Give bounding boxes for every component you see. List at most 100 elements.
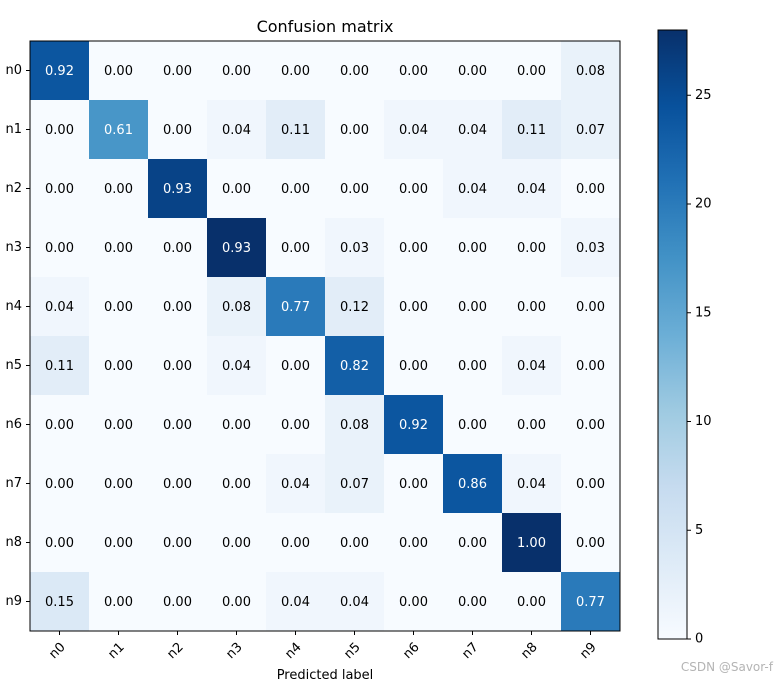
x-tick-label: n5 — [341, 640, 363, 662]
cell-value-label: 0.00 — [163, 477, 192, 492]
cell-value-label: 0.00 — [399, 595, 428, 610]
heatmap-cell — [384, 513, 444, 573]
heatmap-cell — [89, 572, 149, 632]
cell-value-label: 0.00 — [104, 418, 133, 433]
x-tick-label: n6 — [400, 640, 422, 662]
heatmap-cell — [30, 513, 90, 573]
heatmap-cell — [443, 513, 503, 573]
cell-value-label: 0.04 — [517, 359, 546, 374]
cell-value-label: 0.04 — [517, 477, 546, 492]
heatmap-cell — [384, 218, 444, 278]
cell-value-label: 0.00 — [45, 477, 74, 492]
colorbar-tick-label: 15 — [695, 305, 712, 320]
cell-value-label: 0.92 — [45, 64, 74, 79]
heatmap-cell — [561, 218, 621, 278]
cell-value-label: 0.00 — [399, 359, 428, 374]
cell-value-label: 0.04 — [45, 300, 74, 315]
cell-value-label: 0.15 — [45, 595, 74, 610]
chart-title: Confusion matrix — [257, 17, 394, 36]
heatmap-cell — [502, 41, 562, 101]
cell-value-label: 0.00 — [163, 418, 192, 433]
colorbar-tick-label: 10 — [695, 414, 712, 429]
cell-value-label: 0.00 — [222, 595, 251, 610]
heatmap-cell — [30, 395, 90, 455]
heatmap-cell — [325, 41, 385, 101]
heatmap-cell — [266, 41, 326, 101]
cell-value-label: 0.00 — [222, 536, 251, 551]
colorbar — [658, 30, 687, 639]
colorbar-tick-label: 0 — [695, 632, 703, 647]
cell-value-label: 0.00 — [458, 359, 487, 374]
heatmap-cell — [384, 100, 444, 160]
heatmap-cell — [325, 277, 385, 337]
heatmap-cell — [502, 100, 562, 160]
heatmap-cell — [443, 336, 503, 396]
x-tick-label: n7 — [459, 640, 481, 662]
cell-value-label: 0.00 — [458, 536, 487, 551]
heatmap-cell — [89, 454, 149, 514]
x-tick-label: n1 — [105, 640, 127, 662]
cell-value-label: 0.00 — [576, 359, 605, 374]
cell-value-label: 0.03 — [340, 241, 369, 256]
cell-value-label: 0.00 — [281, 241, 310, 256]
heatmap-cell — [443, 277, 503, 337]
heatmap-cell — [561, 513, 621, 573]
cell-value-label: 0.00 — [399, 182, 428, 197]
heatmap-cell — [207, 336, 267, 396]
cell-value-label: 0.07 — [576, 123, 605, 138]
heatmap-cell — [561, 277, 621, 337]
heatmap-cell — [384, 277, 444, 337]
heatmap-cell — [266, 100, 326, 160]
cell-value-label: 0.00 — [399, 64, 428, 79]
heatmap-cell — [384, 159, 444, 219]
cell-value-label: 0.08 — [222, 300, 251, 315]
x-tick-label: n9 — [577, 640, 599, 662]
heatmap-cell — [148, 454, 208, 514]
heatmap-cell — [443, 572, 503, 632]
heatmap-cell — [207, 572, 267, 632]
heatmap-cell — [207, 100, 267, 160]
cell-value-label: 0.00 — [104, 359, 133, 374]
heatmap-cell — [89, 513, 149, 573]
cell-value-label: 0.00 — [458, 418, 487, 433]
heatmap-cell — [561, 336, 621, 396]
cell-value-label: 0.04 — [517, 182, 546, 197]
cell-value-label: 0.04 — [399, 123, 428, 138]
cell-value-label: 0.00 — [576, 477, 605, 492]
cell-value-label: 0.04 — [222, 123, 251, 138]
cell-value-label: 0.00 — [163, 536, 192, 551]
heatmap-cell — [266, 454, 326, 514]
cell-value-label: 0.04 — [458, 182, 487, 197]
heatmap-cell — [207, 454, 267, 514]
cell-value-label: 0.00 — [104, 182, 133, 197]
cell-value-label: 0.00 — [45, 182, 74, 197]
cell-value-label: 0.04 — [458, 123, 487, 138]
y-tick-label: n9 — [5, 594, 22, 609]
cell-value-label: 0.12 — [340, 300, 369, 315]
cell-value-label: 0.03 — [576, 241, 605, 256]
heatmap-cell — [561, 572, 621, 632]
heatmap-cell — [325, 513, 385, 573]
x-tick-label: n4 — [282, 640, 304, 662]
cell-value-label: 0.00 — [45, 241, 74, 256]
heatmap-cell — [325, 454, 385, 514]
cell-value-label: 0.00 — [340, 182, 369, 197]
cell-value-label: 0.00 — [517, 241, 546, 256]
y-tick-label: n8 — [5, 535, 22, 550]
x-tick-label: n2 — [164, 640, 186, 662]
heatmap-cell — [89, 218, 149, 278]
y-tick-label: n7 — [5, 476, 22, 491]
cell-value-label: 0.00 — [104, 241, 133, 256]
x-tick-label: n3 — [223, 640, 245, 662]
heatmap-cell — [89, 277, 149, 337]
heatmap-cell — [384, 454, 444, 514]
heatmap-cell — [502, 277, 562, 337]
heatmap-cell — [30, 218, 90, 278]
cell-value-label: 0.00 — [340, 64, 369, 79]
cell-value-label: 0.00 — [45, 123, 74, 138]
heatmap-cell — [207, 218, 267, 278]
heatmap-cell — [148, 572, 208, 632]
cell-value-label: 0.00 — [340, 536, 369, 551]
y-tick-label: n4 — [5, 299, 22, 314]
heatmap-cell — [502, 572, 562, 632]
